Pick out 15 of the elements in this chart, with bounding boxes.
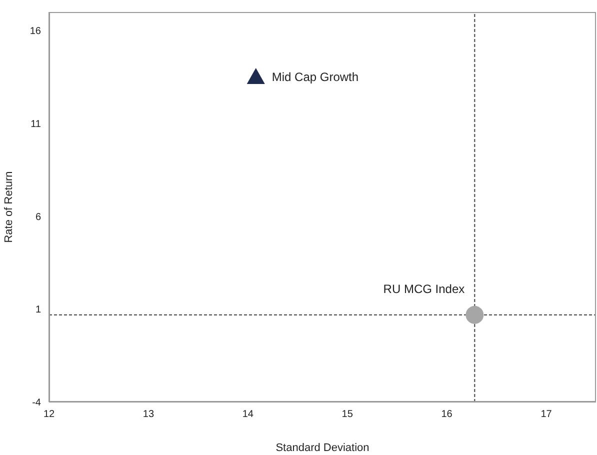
series-label: RU MCG Index bbox=[383, 282, 465, 296]
x-tick-label: 14 bbox=[242, 409, 254, 420]
y-tick-label: 1 bbox=[35, 304, 42, 316]
x-axis-title: Standard Deviation bbox=[276, 442, 370, 454]
series-label: Mid Cap Growth bbox=[272, 70, 359, 84]
x-tick-label: 13 bbox=[142, 409, 154, 420]
x-tick-label: 17 bbox=[540, 409, 552, 420]
y-tick-label: 6 bbox=[35, 212, 42, 223]
y-tick-label: 11 bbox=[30, 118, 42, 130]
x-tick-label: 12 bbox=[43, 409, 55, 420]
y-tick-label: 16 bbox=[30, 26, 42, 38]
x-tick-label: 15 bbox=[342, 409, 354, 420]
y-axis-title: Rate of Return bbox=[2, 171, 15, 243]
y-tick-label: -4 bbox=[32, 398, 42, 409]
x-tick-label: 16 bbox=[441, 409, 453, 420]
